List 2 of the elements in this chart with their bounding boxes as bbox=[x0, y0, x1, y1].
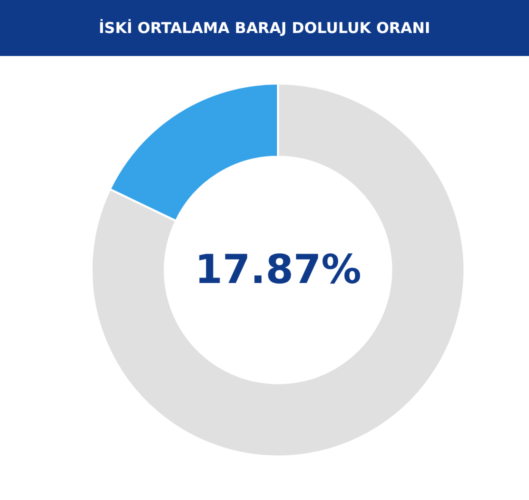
chart-title: İSKİ ORTALAMA BARAJ DOLULUK ORANI bbox=[0, 0, 529, 56]
data-label: 17.87% bbox=[194, 247, 362, 293]
